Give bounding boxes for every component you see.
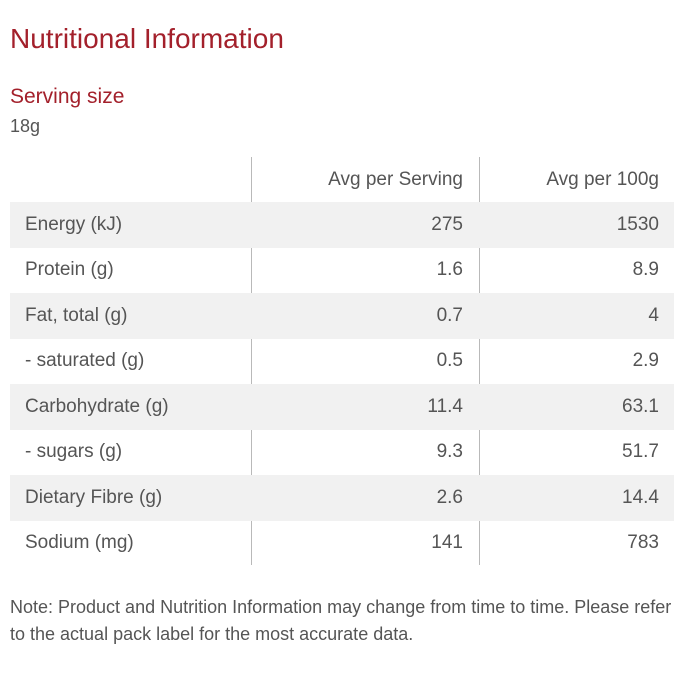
per-serving-value: 11.4 [427, 395, 463, 417]
per-100g-value: 4 [648, 304, 659, 326]
serving-size-value: 18g [10, 116, 41, 136]
nutrient-name: Carbohydrate (g) [25, 395, 169, 417]
column-divider [479, 157, 480, 565]
per-100g-value: 1530 [616, 213, 659, 235]
per-100g-value: 2.9 [632, 350, 659, 372]
table-row: Fat, total (g) 0.7 4 [10, 293, 674, 339]
per-100g-value: 8.9 [632, 259, 659, 281]
table-row: - sugars (g) 9.3 51.7 [10, 430, 674, 476]
per-serving-value: 0.7 [436, 304, 463, 326]
header-avg-per-100g: Avg per 100g [546, 168, 659, 190]
per-serving-value: 275 [431, 213, 463, 235]
column-divider [251, 157, 252, 565]
page-title: Nutritional Information [10, 23, 284, 54]
table-row: Energy (kJ) 275 1530 [10, 202, 674, 248]
nutrient-name: - saturated (g) [25, 350, 145, 372]
table-row: Carbohydrate (g) 11.4 63.1 [10, 384, 674, 430]
per-100g-value: 14.4 [622, 486, 659, 508]
nutrient-name: Energy (kJ) [25, 213, 123, 235]
header-avg-per-serving: Avg per Serving [328, 168, 463, 190]
nutrient-name: Dietary Fibre (g) [25, 486, 163, 508]
table-row: Dietary Fibre (g) 2.6 14.4 [10, 475, 674, 521]
nutrient-name: Fat, total (g) [25, 304, 128, 326]
per-serving-value: 141 [431, 532, 463, 554]
table-row: Protein (g) 1.6 8.9 [10, 248, 674, 294]
table-row: - saturated (g) 0.5 2.9 [10, 339, 674, 385]
per-serving-value: 2.6 [436, 486, 463, 508]
serving-size-label: Serving size [10, 85, 125, 108]
table-row: Sodium (mg) 141 783 [10, 521, 674, 567]
nutrient-name: Protein (g) [25, 259, 114, 281]
nutrient-name: - sugars (g) [25, 441, 123, 463]
table-header-row: Avg per Serving Avg per 100g [10, 157, 674, 202]
nutrient-name: Sodium (mg) [25, 532, 134, 554]
per-serving-value: 9.3 [436, 441, 463, 463]
per-100g-value: 63.1 [622, 395, 659, 417]
per-100g-value: 783 [627, 532, 659, 554]
per-serving-value: 0.5 [436, 350, 463, 372]
disclaimer-note: Note: Product and Nutrition Information … [10, 597, 672, 644]
per-100g-value: 51.7 [622, 441, 659, 463]
per-serving-value: 1.6 [436, 259, 463, 281]
nutrition-table: Avg per Serving Avg per 100g Energy (kJ)… [10, 157, 674, 566]
